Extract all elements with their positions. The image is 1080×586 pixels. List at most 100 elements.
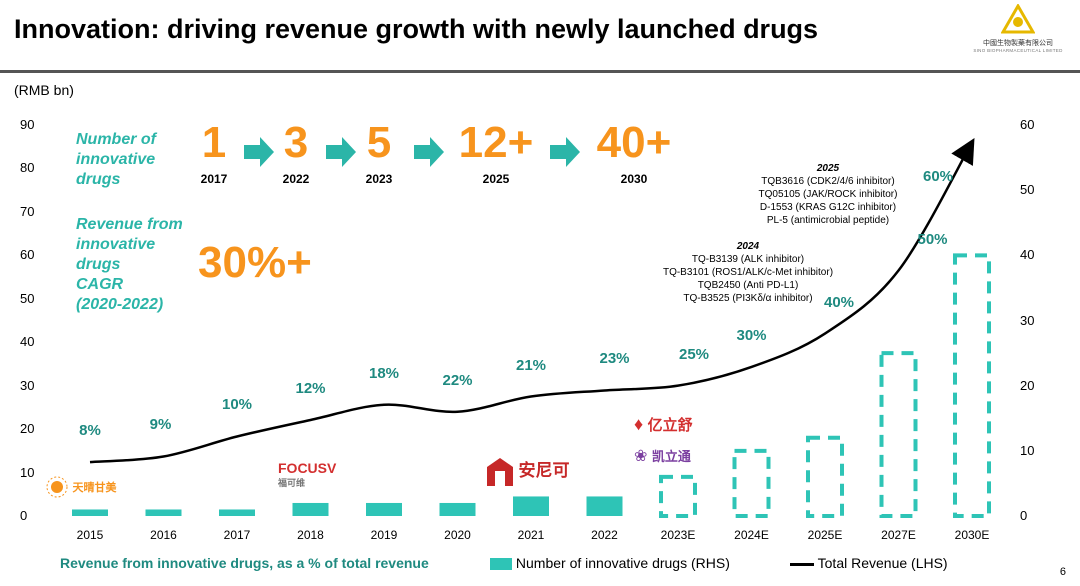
innovative-drug-count-bar [586, 496, 623, 516]
pipeline-item: TQ05105 (JAK/ROCK inhibitor) [758, 189, 898, 200]
count-year: 2022 [282, 172, 310, 186]
left-axis-tick: 20 [20, 421, 35, 437]
legend-bar-swatch [490, 558, 512, 571]
revenue-share-label: 25% [678, 345, 710, 363]
arrow-right-icon [550, 137, 580, 167]
x-axis-tick: 2027E [881, 528, 916, 542]
pipeline-item: D-1553 (KRAS G12C inhibitor) [759, 202, 897, 213]
revenue-share-label: 18% [368, 364, 400, 382]
revenue-share-label: 8% [79, 422, 101, 440]
revenue-share-label: 40% [823, 293, 855, 311]
revenue-share-label: 9% [149, 416, 172, 434]
sun-icon [46, 476, 68, 498]
count-year: 2025 [482, 172, 510, 186]
logo-subtext: SINO BIOPHARMACEUTICAL LIMITED [973, 48, 1063, 53]
brand-anlotinib-logo: 安尼可 [486, 456, 569, 487]
brand-tianqing-logo: 天晴甘美 [46, 476, 116, 498]
x-axis-tick: 2022 [591, 528, 618, 542]
x-axis-tick: 2016 [150, 528, 177, 542]
x-axis-tick: 2025E [807, 528, 843, 542]
cagr-label: Revenue from innovative drugs CAGR (2020… [76, 215, 183, 315]
lotus-icon: ❀ [634, 448, 648, 465]
pipeline-2024: 2024 TQ-B3139 (ALK inhibitor) TQ-B3101 (… [648, 240, 848, 305]
legend-text: Total Revenue (LHS) [817, 555, 948, 571]
revenue-share-label: 21% [515, 356, 547, 374]
brand-text: 天晴甘美 [72, 482, 117, 495]
right-axis-tick: 60 [1020, 117, 1035, 132]
left-axis-tick: 70 [20, 203, 35, 219]
company-logo: 中國生物製藥有限公司 SINO BIOPHARMACEUTICAL LIMITE… [968, 2, 1068, 53]
innovative-drug-count-bar [366, 502, 402, 516]
x-axis-tick: 2030E [954, 528, 990, 542]
innovative-drug-count-bar [513, 496, 549, 516]
page-title: Innovation: driving revenue growth with … [14, 14, 819, 44]
label-line: (2020-2022) [76, 296, 164, 313]
count-value: 5 [366, 118, 392, 167]
revenue-share-label: 12% [295, 379, 326, 397]
label-line: CAGR [76, 276, 124, 293]
pipeline-item: TQB3616 (CDK2/4/6 inhibitor) [761, 176, 895, 187]
legend-line: Total Revenue (LHS) [790, 555, 948, 571]
left-axis-tick: 30 [20, 377, 35, 393]
pipeline-item: TQ-B3139 (ALK inhibitor) [691, 254, 805, 265]
count-value: 40+ [596, 118, 672, 167]
left-axis-tick: 60 [20, 247, 35, 263]
right-axis-tick: 10 [1020, 442, 1035, 458]
pipeline-year: 2024 [736, 241, 760, 252]
innovative-drug-count-bar [806, 435, 844, 518]
brand-kailitong-logo: ❀ 凯立通 [634, 446, 691, 466]
label-line: innovative [76, 151, 156, 168]
title-divider [0, 70, 1080, 73]
brand-text: 凯立通 [651, 449, 691, 464]
innovative-drug-count-bar [732, 448, 771, 519]
unit-label: (RMB bn) [14, 82, 74, 98]
count-year: 2023 [365, 172, 393, 186]
brand-subtext: 福可维 [278, 478, 306, 488]
left-axis-tick: 10 [20, 464, 35, 480]
arrow-right-icon [414, 137, 444, 167]
innovative-drug-count-bar [292, 502, 329, 516]
arrow-right-icon [244, 137, 274, 167]
innovative-drug-count-bar [953, 253, 991, 518]
label-line: Number of [76, 131, 156, 148]
left-axis-tick: 40 [20, 334, 35, 350]
right-axis-tick: 0 [1020, 508, 1028, 523]
pipeline-item: TQ-B3101 (ROS1/ALK/c-Met inhibitor) [662, 267, 834, 278]
label-line: Revenue from [76, 216, 183, 233]
x-axis-tick: 2024E [734, 528, 769, 542]
pipeline-item: TQB2450 (Anti PD-L1) [697, 280, 799, 291]
brand-text: 亿立舒 [647, 417, 693, 434]
x-axis-tick: 2023E [660, 528, 696, 542]
left-axis-tick: 80 [20, 160, 35, 176]
right-axis-tick: 50 [1020, 182, 1035, 198]
innovative-drug-count-bar [72, 509, 108, 516]
house-icon [487, 457, 513, 486]
x-axis-tick: 2020 [444, 528, 471, 542]
left-axis-tick: 50 [20, 290, 35, 306]
x-axis-tick: 2017 [223, 528, 251, 542]
total-revenue-line [89, 138, 975, 464]
cagr-value: 30%+ [198, 238, 312, 287]
count-value: 12+ [458, 118, 534, 167]
right-axis-tick: 20 [1020, 377, 1035, 393]
revenue-share-label: 60% [922, 168, 954, 185]
revenue-share-label: 50% [917, 230, 948, 248]
innovative-drug-count-bar [219, 509, 255, 516]
x-axis-tick: 2019 [370, 528, 398, 542]
label-line: drugs [76, 256, 121, 273]
left-axis-tick: 90 [20, 117, 35, 132]
label-line: drugs [76, 171, 121, 188]
arrow-right-icon [326, 137, 356, 167]
x-axis-tick: 2015 [76, 528, 104, 542]
page-number: 6 [1059, 566, 1066, 578]
label-line: innovative [76, 236, 156, 253]
count-year: 2030 [620, 172, 648, 186]
pipeline-item: TQ-B3525 (PI3Kδ/α inhibitor) [683, 293, 813, 304]
brand-focus-logo: FOCUSV 福可维 [278, 460, 336, 489]
revenue-share-label: 22% [442, 371, 473, 389]
innovative-drug-count-bar [145, 509, 182, 516]
pipeline-2025: 2025 TQB3616 (CDK2/4/6 inhibitor) TQ0510… [748, 162, 908, 227]
brand-yilishu-logo: ♦ 亿立舒 [634, 414, 693, 435]
legend-text: Number of innovative drugs (RHS) [515, 555, 730, 571]
